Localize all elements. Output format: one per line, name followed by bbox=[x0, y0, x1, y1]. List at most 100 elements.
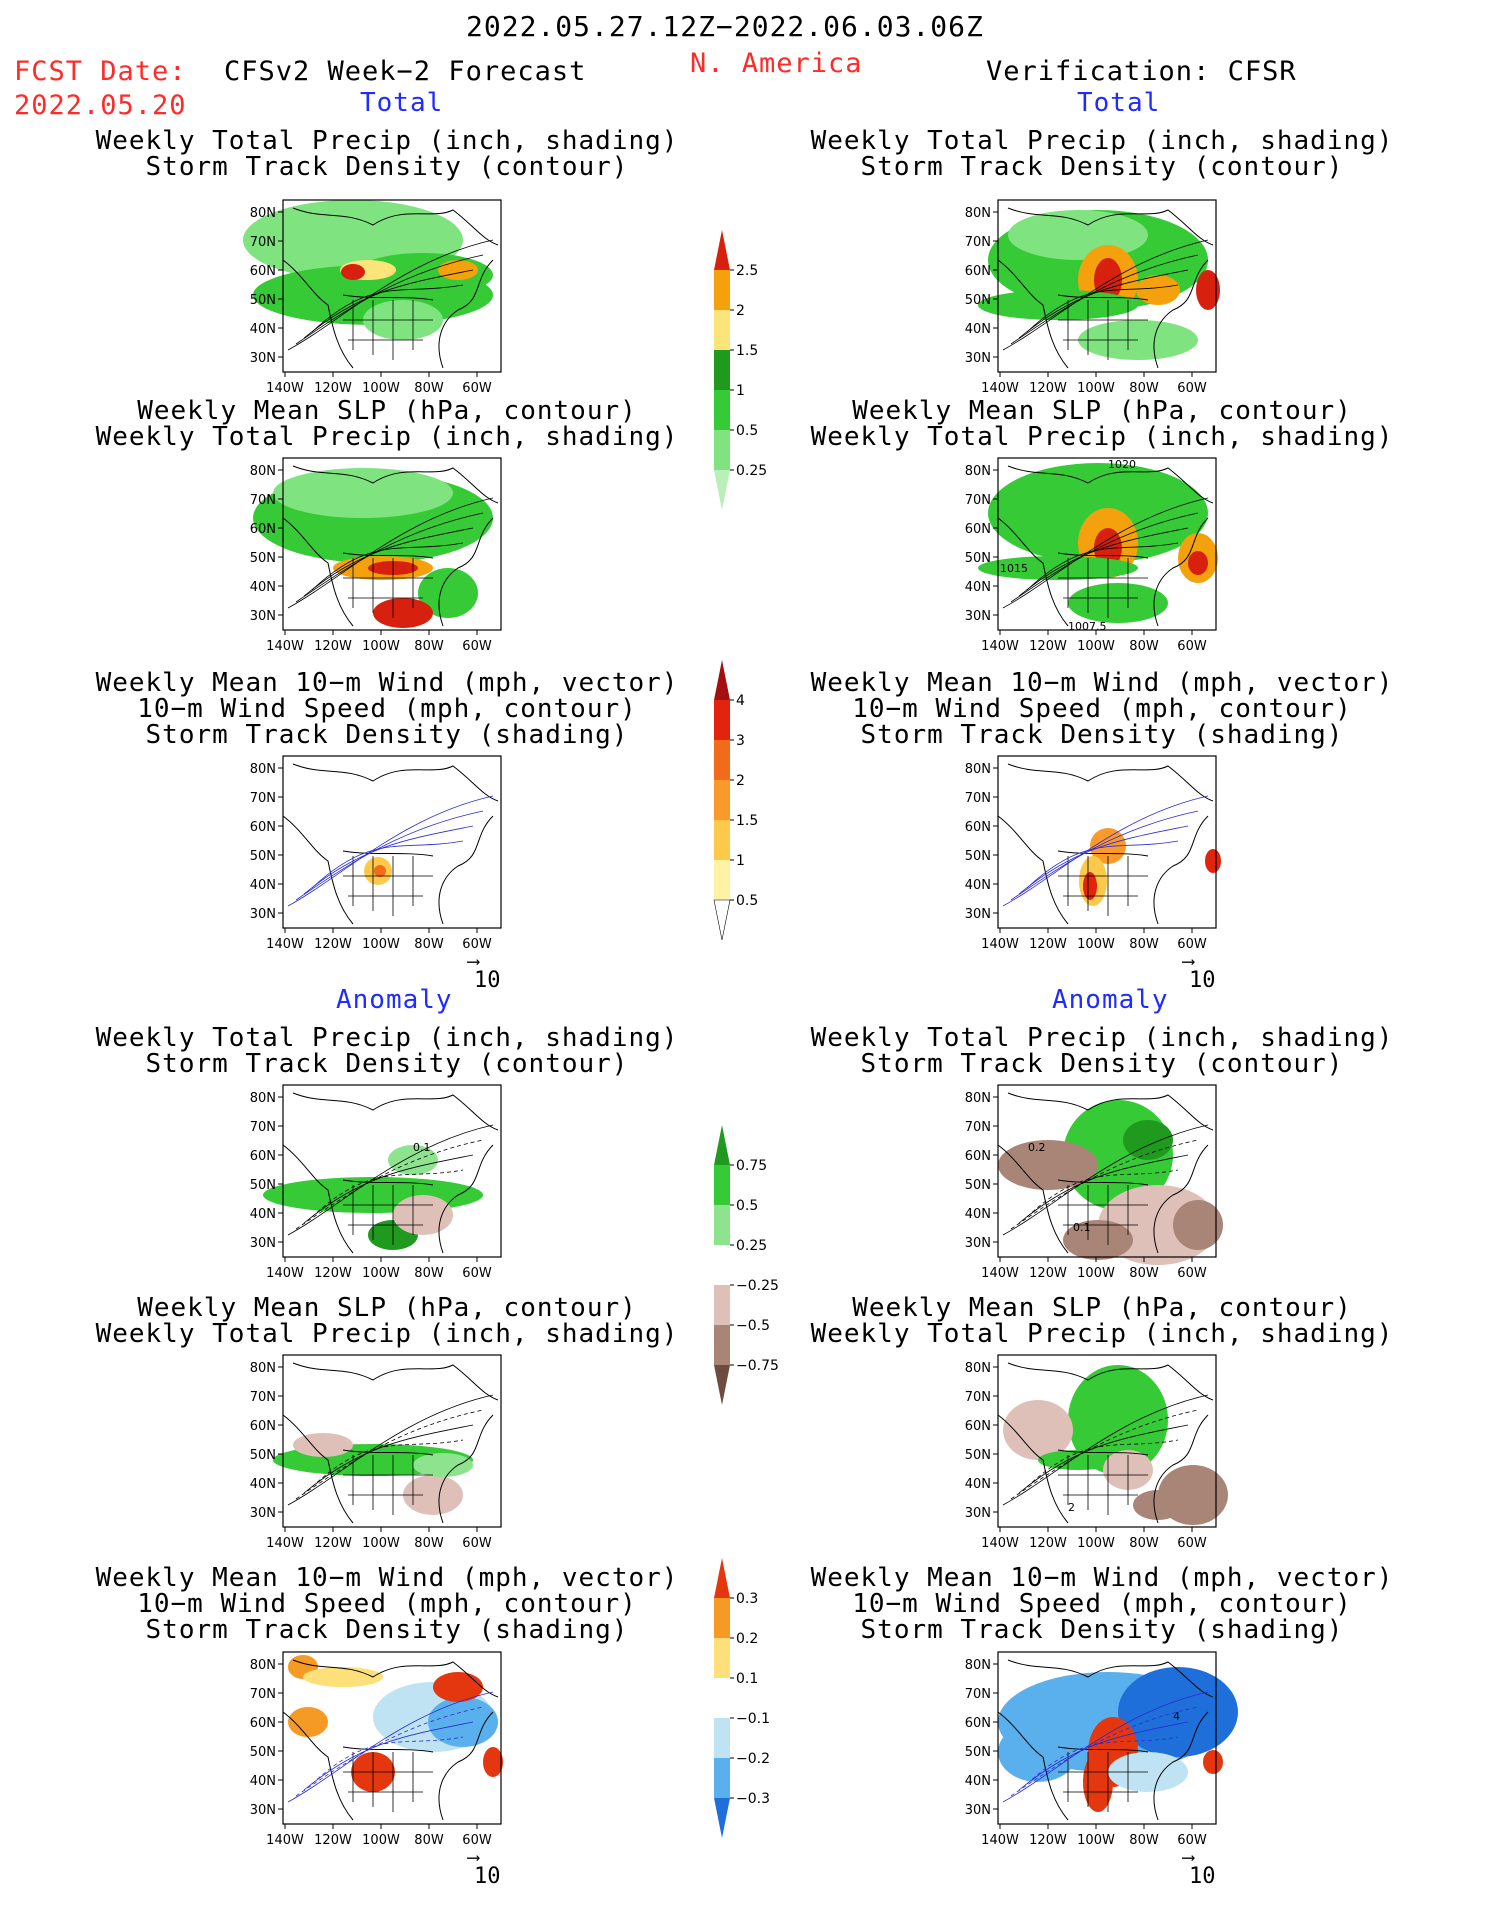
lat-label: 80N bbox=[965, 206, 991, 221]
lon-label: 140W bbox=[266, 1266, 304, 1281]
lat-label: 80N bbox=[965, 1091, 991, 1106]
state-borders bbox=[343, 300, 433, 360]
map-svg: 80N 70N 60N 50N 40N 30N 140W 120W 100W 80W 60W bbox=[965, 755, 1221, 952]
panel-title-line: Storm Track Density (shading) bbox=[860, 1615, 1344, 1645]
colorbar-storm_total: 4 3 2 1.5 1 0.5 bbox=[712, 660, 802, 1024]
map-svg: 80N 70N 60N 50N 40N 30N 140W 120W 100W 80W 60W 0.2 0… bbox=[965, 1084, 1223, 1281]
panel-title: Weekly Mean SLP (hPa, contour) Weekly Tot… bbox=[802, 1295, 1402, 1347]
colorbar-segment bbox=[714, 740, 730, 780]
lat-label: 80N bbox=[250, 206, 276, 221]
contour-line bbox=[303, 1154, 474, 1224]
shading-blob bbox=[1063, 1220, 1133, 1260]
contour-line bbox=[1002, 1124, 1209, 1236]
lon-label: 120W bbox=[314, 639, 352, 654]
lat-label: 60N bbox=[965, 522, 991, 537]
panel-title: Weekly Mean SLP (hPa, contour) Weekly Tot… bbox=[87, 398, 687, 450]
lon-label: 120W bbox=[314, 381, 352, 396]
shading-blob bbox=[1003, 1400, 1073, 1460]
panel-title: Weekly Mean 10−m Wind (mph, vector) 10−m … bbox=[87, 1565, 687, 1643]
colorbar-label: 0.5 bbox=[736, 423, 758, 439]
colorbar-svg: 2.5 2 1.5 1 0.5 0.25 bbox=[714, 230, 767, 510]
map-svg: 80N 70N 60N 50N 40N 30N 140W 120W 100W 80W 60W bbox=[250, 1651, 503, 1848]
panel-title-line: Weekly Mean 10−m Wind (mph, vector) bbox=[810, 668, 1394, 698]
lon-label: 100W bbox=[1077, 1266, 1115, 1281]
state-borders bbox=[343, 558, 433, 618]
lat-label: 50N bbox=[965, 849, 991, 864]
colorbar-precip_total: 2.5 2 1.5 1 0.5 0.25 bbox=[712, 230, 802, 594]
colorbar-label: 0.2 bbox=[736, 1631, 758, 1647]
colorbar-top-triangle bbox=[714, 1558, 730, 1598]
lat-label: 70N bbox=[965, 1120, 991, 1135]
panel-title-line: Storm Track Density (shading) bbox=[145, 1615, 629, 1645]
shading-blob bbox=[403, 1475, 463, 1515]
colorbar-segment bbox=[714, 1165, 730, 1205]
colorbar-label: 2.5 bbox=[736, 263, 758, 279]
shading-blob bbox=[1203, 1750, 1223, 1774]
contour-line bbox=[311, 284, 464, 333]
panel-title-line: 10−m Wind Speed (mph, contour) bbox=[137, 1589, 637, 1619]
panel-title-line: Weekly Mean SLP (hPa, contour) bbox=[852, 396, 1352, 426]
contour-line bbox=[1010, 1409, 1199, 1500]
fcst-date: 2022.05.20 bbox=[14, 90, 187, 121]
colorbar-label: 0.3 bbox=[736, 1591, 758, 1607]
lat-label: 40N bbox=[965, 1207, 991, 1222]
lat-label: 70N bbox=[965, 235, 991, 250]
lat-label: 60N bbox=[250, 1419, 276, 1434]
reference-vector: ⟶ 10 bbox=[468, 953, 501, 994]
colorbar-segment bbox=[714, 1678, 730, 1718]
shading-blob bbox=[288, 1707, 328, 1737]
map-panel-precip-total-verification: 80N 70N 60N 50N 40N 30N 140W 120W 100W 80W 60W bbox=[952, 190, 1242, 404]
lat-label: 30N bbox=[250, 1236, 276, 1251]
lon-label: 60W bbox=[1177, 1833, 1207, 1848]
lat-label: 40N bbox=[965, 1477, 991, 1492]
lon-label: 120W bbox=[1029, 639, 1067, 654]
map-svg: 80N 70N 60N 50N 40N 30N 140W 120W 100W 80W 60W 2 bbox=[965, 1354, 1228, 1551]
shading-blob bbox=[433, 1672, 483, 1702]
coastline bbox=[997, 1092, 1214, 1254]
map-frame bbox=[282, 1651, 502, 1825]
contour-line bbox=[287, 1124, 494, 1236]
contour-line bbox=[311, 1439, 464, 1488]
panel-title-line: 10−m Wind Speed (mph, contour) bbox=[137, 694, 637, 724]
shading-blob bbox=[374, 865, 386, 877]
contour-line bbox=[1010, 810, 1199, 901]
contour-line bbox=[1002, 1691, 1209, 1803]
lat-label: 50N bbox=[250, 293, 276, 308]
map-panel-wind-anomaly-forecast: 80N 70N 60N 50N 40N 30N 140W 120W 100W 80W 60W bbox=[237, 1642, 527, 1856]
map-frame bbox=[282, 755, 502, 929]
map-panel-wind-total-forecast: 80N 70N 60N 50N 40N 30N 140W 120W 100W 80W 60W bbox=[237, 746, 527, 960]
state-borders bbox=[1058, 1185, 1148, 1245]
lon-label: 120W bbox=[1029, 1536, 1067, 1551]
colorbar-label: 0.25 bbox=[736, 463, 767, 479]
lat-label: 80N bbox=[250, 464, 276, 479]
panel-title: Weekly Mean 10−m Wind (mph, vector) 10−m … bbox=[802, 670, 1402, 748]
shading-blob bbox=[1068, 1365, 1168, 1475]
lon-label: 100W bbox=[362, 1536, 400, 1551]
panel-title-line: Weekly Mean 10−m Wind (mph, vector) bbox=[95, 1563, 679, 1593]
contour-line bbox=[295, 512, 484, 603]
shading-blob bbox=[978, 556, 1138, 580]
shading-blob bbox=[341, 264, 365, 280]
lon-label: 80W bbox=[1129, 1266, 1159, 1281]
lat-label: 80N bbox=[250, 1658, 276, 1673]
contour-line bbox=[287, 239, 494, 351]
lat-label: 30N bbox=[965, 1236, 991, 1251]
lat-label: 40N bbox=[250, 1774, 276, 1789]
colorbar-bottom-triangle bbox=[714, 1798, 730, 1838]
reference-vector-label: 10 bbox=[1189, 1864, 1216, 1889]
lon-label: 60W bbox=[462, 1266, 492, 1281]
contour-line bbox=[1010, 1706, 1199, 1797]
map-panel-slp-anomaly-forecast: 80N 70N 60N 50N 40N 30N 140W 120W 100W 80W 60W bbox=[237, 1345, 527, 1559]
state-borders bbox=[1058, 1455, 1148, 1515]
lon-label: 60W bbox=[1177, 1266, 1207, 1281]
lat-label: 40N bbox=[965, 878, 991, 893]
shading-blob bbox=[293, 1433, 353, 1457]
shading-blob bbox=[1173, 1200, 1223, 1250]
colorbar-segment bbox=[714, 270, 730, 310]
map-panel-precip-anomaly-forecast: 80N 70N 60N 50N 40N 30N 140W 120W 100W 80W 60W 0.1 bbox=[237, 1075, 527, 1289]
shading-blob bbox=[1196, 270, 1220, 310]
state-borders bbox=[1058, 856, 1148, 916]
coastline bbox=[282, 465, 499, 627]
coastline bbox=[282, 1362, 499, 1524]
lon-label: 80W bbox=[1129, 937, 1159, 952]
